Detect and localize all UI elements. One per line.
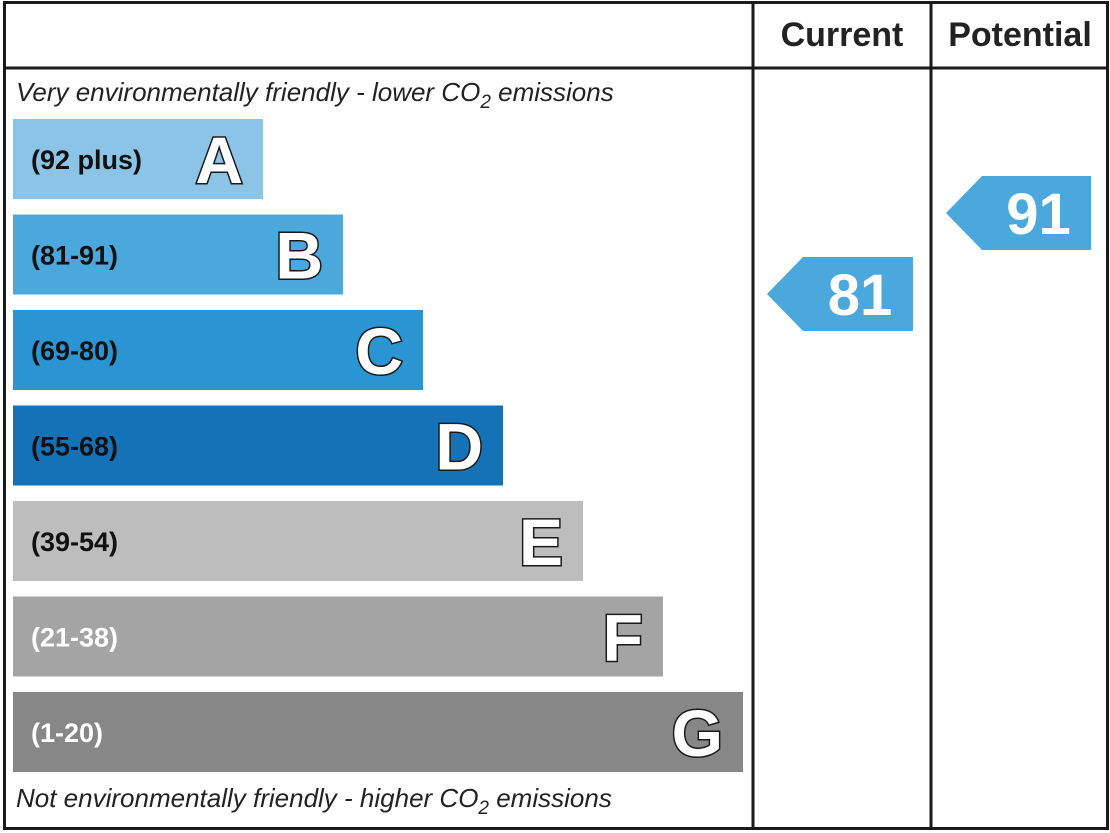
band-range-d: (55-68) — [31, 432, 118, 462]
potential-rating-value: 91 — [1006, 182, 1071, 247]
chart-frame — [3, 1, 1109, 830]
top-note: Very environmentally friendly - lower CO… — [16, 77, 614, 113]
band-bar-d — [13, 405, 503, 486]
current-rating-marker: 81 — [767, 257, 913, 331]
band-bar-c — [13, 310, 423, 390]
band-letter-b: B — [275, 219, 323, 293]
band-e: (39-54) E — [13, 501, 583, 581]
band-range-a: (92 plus) — [31, 145, 142, 175]
band-letter-a: A — [195, 123, 243, 197]
band-range-e: (39-54) — [31, 527, 118, 557]
band-bar-g — [13, 692, 743, 772]
band-letter-d: D — [435, 410, 483, 484]
band-g: (1-20) G — [13, 692, 743, 772]
band-letter-g: G — [672, 696, 723, 770]
band-bar-e — [13, 501, 583, 581]
band-b: (81-91) B — [13, 214, 343, 295]
band-c: (69-80) C — [13, 310, 423, 390]
band-range-g: (1-20) — [31, 718, 103, 748]
band-bar-f — [13, 596, 663, 677]
rating-bands: (92 plus) A (81-91) B (69-80) C (55-68) D (39-54… — [13, 119, 743, 772]
bottom-note: Not environmentally friendly - higher CO… — [16, 783, 612, 819]
current-column-header: Current — [781, 16, 904, 54]
band-letter-f: F — [603, 601, 643, 675]
band-bar-a — [13, 119, 263, 199]
potential-rating-arrow — [946, 176, 1091, 250]
band-range-f: (21-38) — [31, 623, 118, 653]
potential-rating-marker: 91 — [946, 176, 1091, 250]
band-range-c: (69-80) — [31, 336, 118, 366]
band-d: (55-68) D — [13, 405, 503, 486]
potential-column-header: Potential — [948, 16, 1092, 54]
band-a: (92 plus) A — [13, 119, 263, 199]
band-letter-e: E — [519, 505, 563, 579]
current-rating-arrow — [767, 257, 913, 331]
current-rating-value: 81 — [828, 263, 893, 328]
band-range-b: (81-91) — [31, 241, 118, 271]
band-letter-c: C — [355, 314, 403, 388]
band-bar-b — [13, 214, 343, 295]
band-f: (21-38) F — [13, 596, 663, 677]
